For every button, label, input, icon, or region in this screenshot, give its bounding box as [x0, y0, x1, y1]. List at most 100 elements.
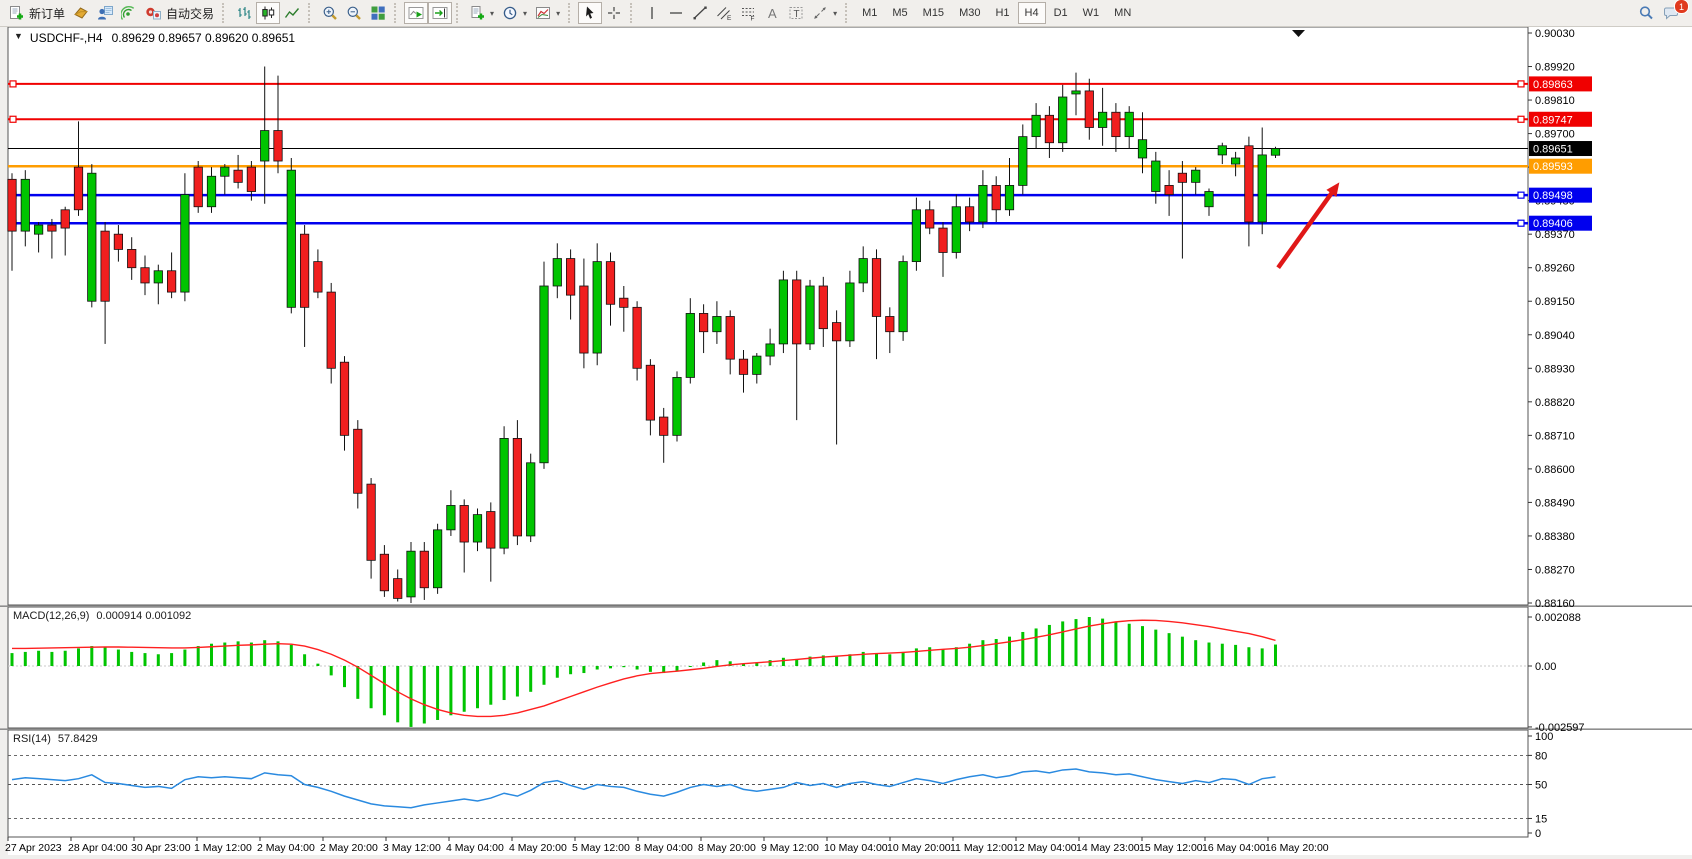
bottom-strip [0, 855, 1692, 859]
time-label: 12 May 04:00 [1013, 842, 1077, 854]
candle-body [951, 206, 961, 253]
line-chart-button[interactable] [280, 2, 304, 24]
candle-body [778, 279, 789, 345]
macd-histogram-bar [356, 666, 360, 699]
macd-histogram-bar [1034, 628, 1038, 666]
vertical-line-button[interactable] [640, 2, 664, 24]
panel-separator[interactable] [0, 728, 1692, 730]
macd-histogram-bar [210, 643, 213, 666]
macd-histogram-bar [742, 663, 745, 666]
time-label: 28 Apr 04:00 [68, 842, 128, 854]
line-handle[interactable] [9, 80, 17, 88]
macd-histogram-bar [276, 641, 280, 666]
svg-text:F: F [751, 16, 755, 22]
periods-button[interactable]: ▾ [498, 2, 531, 24]
cursor-button[interactable] [578, 2, 603, 24]
arrows-button[interactable]: ▾ [808, 2, 841, 24]
candle-body [725, 316, 735, 360]
templates-button[interactable]: ▾ [531, 2, 564, 24]
candle-body [738, 358, 749, 375]
trend-arrow-head[interactable] [1326, 182, 1340, 198]
chart-menu-icon[interactable]: ▼ [14, 31, 23, 41]
toolbar-grip [568, 3, 574, 23]
time-label: 4 May 20:00 [509, 842, 567, 854]
macd-histogram-bar [795, 658, 799, 666]
new-order-button[interactable]: 新订单 [4, 2, 69, 24]
fibonacci-button[interactable]: F [736, 2, 760, 24]
indicators-button[interactable]: ▾ [466, 2, 498, 24]
line-handle[interactable] [1517, 80, 1525, 88]
timeframe-d1[interactable]: D1 [1047, 2, 1075, 24]
bar-chart-button[interactable] [232, 2, 256, 24]
macd-histogram-bar [130, 651, 134, 666]
line-handle[interactable] [9, 115, 17, 123]
line-handle[interactable] [1517, 219, 1525, 227]
signals-button[interactable] [117, 2, 141, 24]
cursor-icon [586, 6, 594, 19]
chart-shift-button[interactable] [428, 2, 453, 24]
line-handle[interactable] [1517, 191, 1525, 199]
toolbar-grip [308, 3, 314, 23]
zoom-out-button[interactable] [342, 2, 366, 24]
crosshair-button[interactable] [602, 2, 626, 24]
auto-scroll-button[interactable] [404, 2, 429, 24]
search-button[interactable] [1634, 2, 1659, 24]
toolbar-grip [845, 3, 851, 23]
panel-separator[interactable] [0, 605, 1692, 607]
metaeditor-icon [74, 7, 88, 19]
channel-button[interactable]: E [712, 2, 736, 24]
candle-body [632, 306, 642, 369]
signals-icon [121, 6, 135, 20]
trend-arrow[interactable] [1276, 185, 1338, 270]
left-gutter [0, 27, 8, 859]
shift-marker-icon[interactable] [1292, 30, 1305, 37]
macd-histogram-bar [1141, 626, 1144, 666]
main-panel[interactable] [7, 26, 1529, 606]
tile-windows-button[interactable] [366, 2, 390, 24]
metaeditor-button[interactable] [69, 2, 93, 24]
timeframe-mn[interactable]: MN [1107, 2, 1138, 24]
candle-body [100, 230, 110, 302]
candlestick-chart-button[interactable] [256, 2, 281, 24]
line-handle[interactable] [1517, 115, 1525, 123]
macd-histogram-bar [648, 666, 652, 672]
price-tick-label: 0.89040 [1535, 330, 1575, 342]
strategy-tester-button[interactable] [93, 2, 117, 24]
candle-body [645, 364, 656, 421]
trendline-button[interactable] [688, 2, 712, 24]
text-button[interactable]: A [760, 2, 784, 24]
timeframe-m15[interactable]: M15 [916, 2, 951, 24]
chart-ohlc-values: 0.89629 0.89657 0.89620 0.89651 [111, 31, 296, 45]
text-icon: A [768, 6, 777, 21]
horizontal-line-button[interactable] [664, 2, 688, 24]
chart-title[interactable]: ▼ USDCHF-,H4 0.89629 0.89657 0.89620 0.8… [14, 31, 295, 45]
price-tick-label: 0.88710 [1535, 430, 1575, 442]
timeframe-m5[interactable]: M5 [885, 2, 914, 24]
macd-histogram-bar [316, 663, 320, 666]
macd-histogram-bar [848, 654, 852, 666]
macd-histogram-bar [702, 662, 706, 666]
candle-body [579, 285, 589, 354]
macd-histogram-bar [37, 650, 41, 666]
candle-body [286, 169, 296, 308]
autotrading-button[interactable]: 自动交易 [141, 2, 218, 24]
timeframe-h1[interactable]: H1 [988, 2, 1016, 24]
candle-body [1204, 191, 1214, 208]
price-tick-label: 0.88160 [1535, 598, 1575, 610]
candle-body [446, 505, 456, 531]
zoom-in-button[interactable] [318, 2, 342, 24]
chart-background [0, 27, 1692, 859]
macd-signal-line [12, 619, 1276, 718]
price-badge [1529, 158, 1592, 174]
timeframe-h4[interactable]: H4 [1017, 2, 1046, 24]
macd-histogram-bar [1061, 621, 1065, 666]
timeframe-m30[interactable]: M30 [952, 2, 987, 24]
timeframe-m1[interactable]: M1 [855, 2, 884, 24]
text-label-button[interactable]: T [784, 2, 808, 24]
svg-text:A: A [768, 6, 777, 21]
macd-histogram-bar [688, 666, 692, 667]
timeframe-w1[interactable]: W1 [1076, 2, 1107, 24]
macd-tick-label: 0.002088 [1535, 612, 1581, 624]
candle-body [127, 249, 137, 269]
